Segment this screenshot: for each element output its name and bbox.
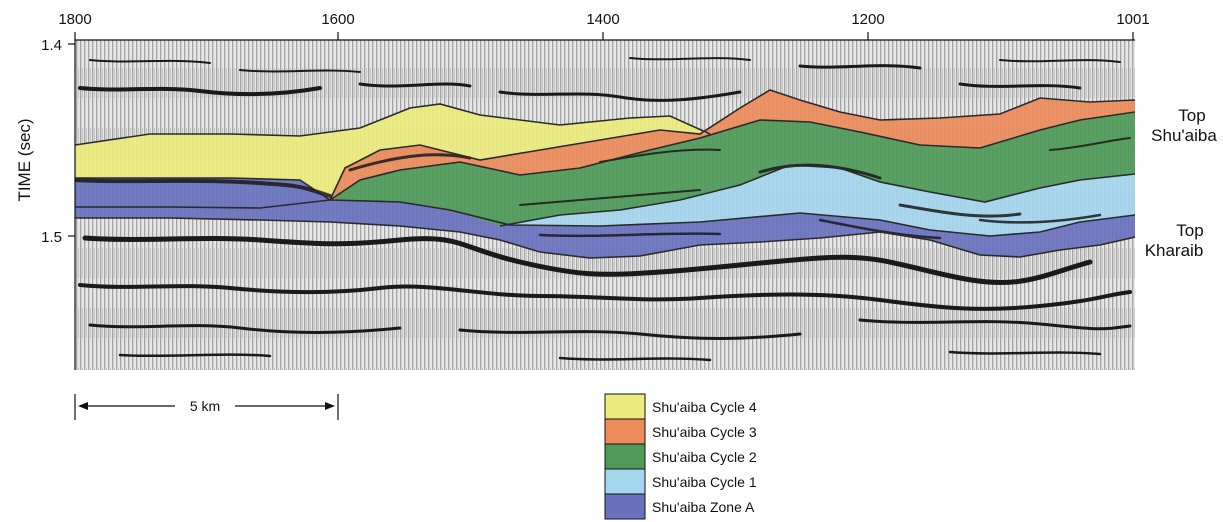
boundary-top-cycle-2 [329, 111, 1135, 201]
legend-item-cycle-3: Shu'aiba Cycle 3 [604, 418, 757, 445]
layer-cycle-1 [500, 165, 1135, 236]
legend-label-cycle-4: Shu'aiba Cycle 4 [652, 399, 757, 415]
x-tick-label-1800: 1800 [58, 11, 91, 28]
horizon-lines [75, 89, 1135, 259]
legend-swatch-cycle-1 [604, 468, 646, 495]
legend-item-cycle-1: Shu'aiba Cycle 1 [604, 468, 757, 495]
legend-label-zone-a: Shu'aiba Zone A [652, 499, 755, 515]
boundary-top-cycle-1 [499, 164, 1135, 227]
plot-frame [74, 39, 1135, 370]
legend-label-cycle-1: Shu'aiba Cycle 1 [652, 474, 757, 490]
layer-cycle-2 [330, 112, 1135, 226]
boundary-top-kharaib [75, 217, 1135, 259]
boundary-top-shuaiba [329, 89, 1135, 201]
y-axis-label: TIME (sec) [15, 118, 34, 201]
legend-item-zone-a: Shu'aiba Zone A [604, 493, 755, 520]
legend-item-cycle-4: Shu'aiba Cycle 4 [604, 393, 757, 420]
y-axis-ticks [68, 43, 75, 237]
seismic-section [75, 40, 1135, 370]
layer-fills [75, 90, 1135, 258]
scale-bar [74, 394, 339, 420]
boundary-top-zone-a [75, 199, 1135, 237]
x-axis-ticks [74, 32, 1134, 40]
boundary-cycle-4-base [75, 177, 331, 201]
legend-label-cycle-2: Shu'aiba Cycle 2 [652, 449, 757, 465]
scale-bar-label: 5 km [190, 398, 220, 414]
legend-swatch-cycle-3 [604, 418, 646, 445]
legend-swatch-cycle-2 [604, 443, 646, 470]
x-tick-label-1200: 1200 [851, 11, 884, 28]
label-top-shuaiba-line1: Top [1178, 106, 1205, 125]
layer-zone-a-west [75, 178, 330, 208]
layer-reflectors [75, 137, 1131, 240]
legend-label-cycle-3: Shu'aiba Cycle 3 [652, 424, 757, 440]
x-tick-label-1001: 1001 [1116, 11, 1149, 28]
legend: Shu'aiba Cycle 4 Shu'aiba Cycle 3 Shu'ai… [604, 393, 757, 520]
legend-swatch-zone-a [604, 493, 646, 520]
x-tick-label-1600: 1600 [321, 11, 354, 28]
layer-cycle-3 [330, 90, 1135, 200]
upper-reflectors [78, 57, 1121, 102]
label-top-kharaib-line1: Top [1176, 221, 1203, 240]
layer-cycle-4 [75, 104, 710, 200]
boundary-top-cycle-4 [75, 103, 711, 146]
legend-swatch-cycle-4 [604, 393, 646, 420]
layer-zone-a [75, 200, 1135, 258]
lower-reflectors [78, 235, 1132, 362]
x-tick-label-1400: 1400 [586, 11, 619, 28]
label-top-shuaiba-line2: Shu'aiba [1151, 126, 1217, 145]
y-tick-label-1-4: 1.4 [41, 37, 62, 54]
legend-item-cycle-2: Shu'aiba Cycle 2 [604, 443, 757, 470]
y-tick-label-1-5: 1.5 [41, 229, 62, 246]
label-top-kharaib-line2: Kharaib [1145, 241, 1204, 260]
